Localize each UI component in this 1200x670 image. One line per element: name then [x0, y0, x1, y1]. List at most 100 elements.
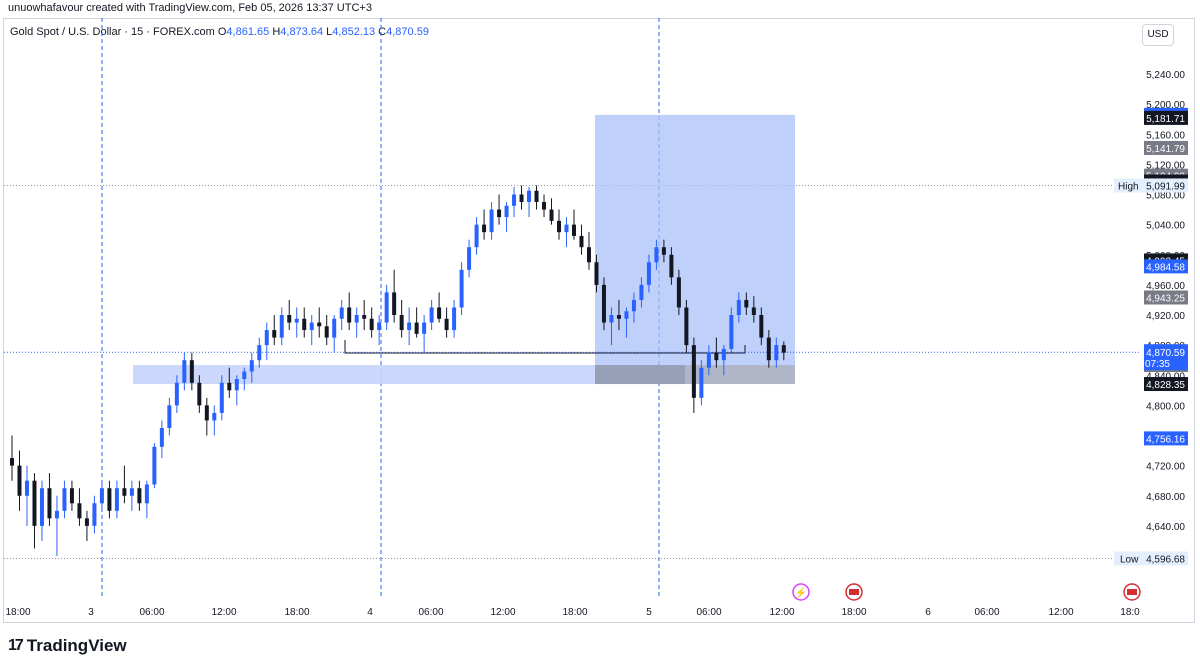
candle-body [774, 345, 779, 361]
candle-body [527, 190, 532, 203]
candle-body [204, 405, 209, 421]
low-label-bg [1114, 551, 1188, 566]
tradingview-mark-icon: 17 [8, 637, 24, 654]
price-label: 4,756.16 [1146, 434, 1185, 445]
high-label: H [272, 26, 281, 38]
candle-body [122, 488, 127, 496]
y-axis-tick-label: 5,120.00 [1146, 160, 1185, 171]
price-label-bg [1144, 110, 1188, 125]
candle-body [639, 284, 644, 300]
close-value: 4,870.59 [386, 26, 429, 38]
candle-body [242, 371, 247, 380]
candle-body [384, 292, 389, 323]
candle-body [362, 315, 367, 319]
candle-body [10, 458, 14, 466]
level-line [344, 340, 746, 354]
chart-frame [3, 18, 1195, 623]
candle-body [84, 518, 89, 526]
y-axis-tick-label: 5,040.00 [1146, 221, 1185, 232]
candle-body [437, 307, 442, 319]
price-label-bg [1144, 140, 1188, 155]
x-axis-tick-label: 18:0 [1120, 607, 1140, 618]
candle-body [159, 427, 164, 447]
candle-body [519, 194, 524, 203]
x-axis-tick-label: 18:00 [841, 607, 866, 618]
price-label-bg [1144, 377, 1188, 392]
candle-body [714, 352, 719, 361]
candle-body [729, 315, 734, 349]
candle-body [571, 224, 576, 236]
y-axis-tick-label: 5,240.00 [1146, 70, 1185, 81]
candle-body [302, 318, 307, 331]
target-box [595, 114, 795, 385]
candle-body [452, 307, 457, 331]
candle-body [249, 360, 254, 372]
candle-body [691, 345, 696, 398]
price-label: 4,943.25 [1146, 293, 1185, 304]
candle-body [706, 352, 711, 368]
candle-body [504, 205, 509, 218]
candle-body [781, 345, 786, 353]
candle-body [227, 382, 232, 391]
x-axis-tick-label: 12:00 [490, 607, 515, 618]
candle-body [287, 315, 292, 323]
candle-body [272, 330, 277, 338]
candle-body [24, 480, 29, 496]
x-axis-tick-label: 06:00 [139, 607, 164, 618]
lightning-event-icon [792, 583, 810, 601]
candle-body [54, 510, 59, 519]
price-label-bg [1144, 290, 1188, 305]
candle-body [174, 382, 179, 406]
candle-body [512, 194, 517, 206]
candle-body [534, 190, 539, 203]
candle-body [137, 488, 142, 504]
x-axis-tick-label: 12:00 [1048, 607, 1073, 618]
high-value: 4,873.64 [280, 26, 324, 38]
candle-body [759, 315, 764, 338]
candle-body [182, 360, 187, 383]
y-axis-tick-label: 4,640.00 [1146, 522, 1185, 533]
low-label: L [326, 26, 333, 38]
candle-body [324, 326, 329, 338]
gray-zone [685, 365, 795, 385]
y-axis-tick-label: 5,080.00 [1146, 191, 1185, 202]
candle-body [579, 235, 584, 248]
candle-body [309, 322, 314, 331]
candle-body [92, 503, 97, 526]
price-label: 4,828.35 [1146, 380, 1185, 391]
candle-body [699, 367, 704, 398]
candle-body [47, 488, 52, 519]
high-label-bg [1114, 178, 1188, 193]
candle-body [234, 379, 239, 391]
candle-body [212, 412, 217, 421]
tradingview-wordmark: TradingView [26, 636, 127, 655]
candle-body [669, 254, 674, 278]
attribution-text: unuowhafavour created with TradingView.c… [8, 2, 372, 14]
tradingview-logo[interactable]: 17 TradingView [8, 636, 127, 656]
us-flag-stripes-icon [849, 589, 859, 595]
low-label: Low [1120, 555, 1139, 566]
candle-body [631, 299, 636, 312]
candle-body [339, 307, 344, 319]
candle-body [77, 503, 82, 519]
y-axis-tick-label: 5,160.00 [1146, 130, 1185, 141]
countdown-label: 07:35 [1145, 359, 1170, 370]
candle-body [721, 348, 726, 361]
candle-body [482, 224, 487, 233]
candle-body [107, 488, 112, 511]
candle-body [32, 480, 37, 526]
y-axis-tick-label: 4,800.00 [1146, 401, 1185, 412]
candle-body [152, 446, 157, 485]
candle-body [279, 315, 284, 338]
x-axis-tick-label: 06:00 [974, 607, 999, 618]
candle-body [219, 382, 224, 413]
candle-body [542, 202, 547, 210]
candle-body [654, 247, 659, 263]
y-axis-tick-label: 4,720.00 [1146, 462, 1185, 473]
candle-body [69, 488, 74, 504]
symbol-name[interactable]: Gold Spot / U.S. Dollar · 15 · FOREX.com [10, 26, 215, 38]
currency-button[interactable]: USD [1142, 24, 1174, 46]
x-axis-tick-label: 12:00 [769, 607, 794, 618]
candle-body [99, 488, 104, 504]
